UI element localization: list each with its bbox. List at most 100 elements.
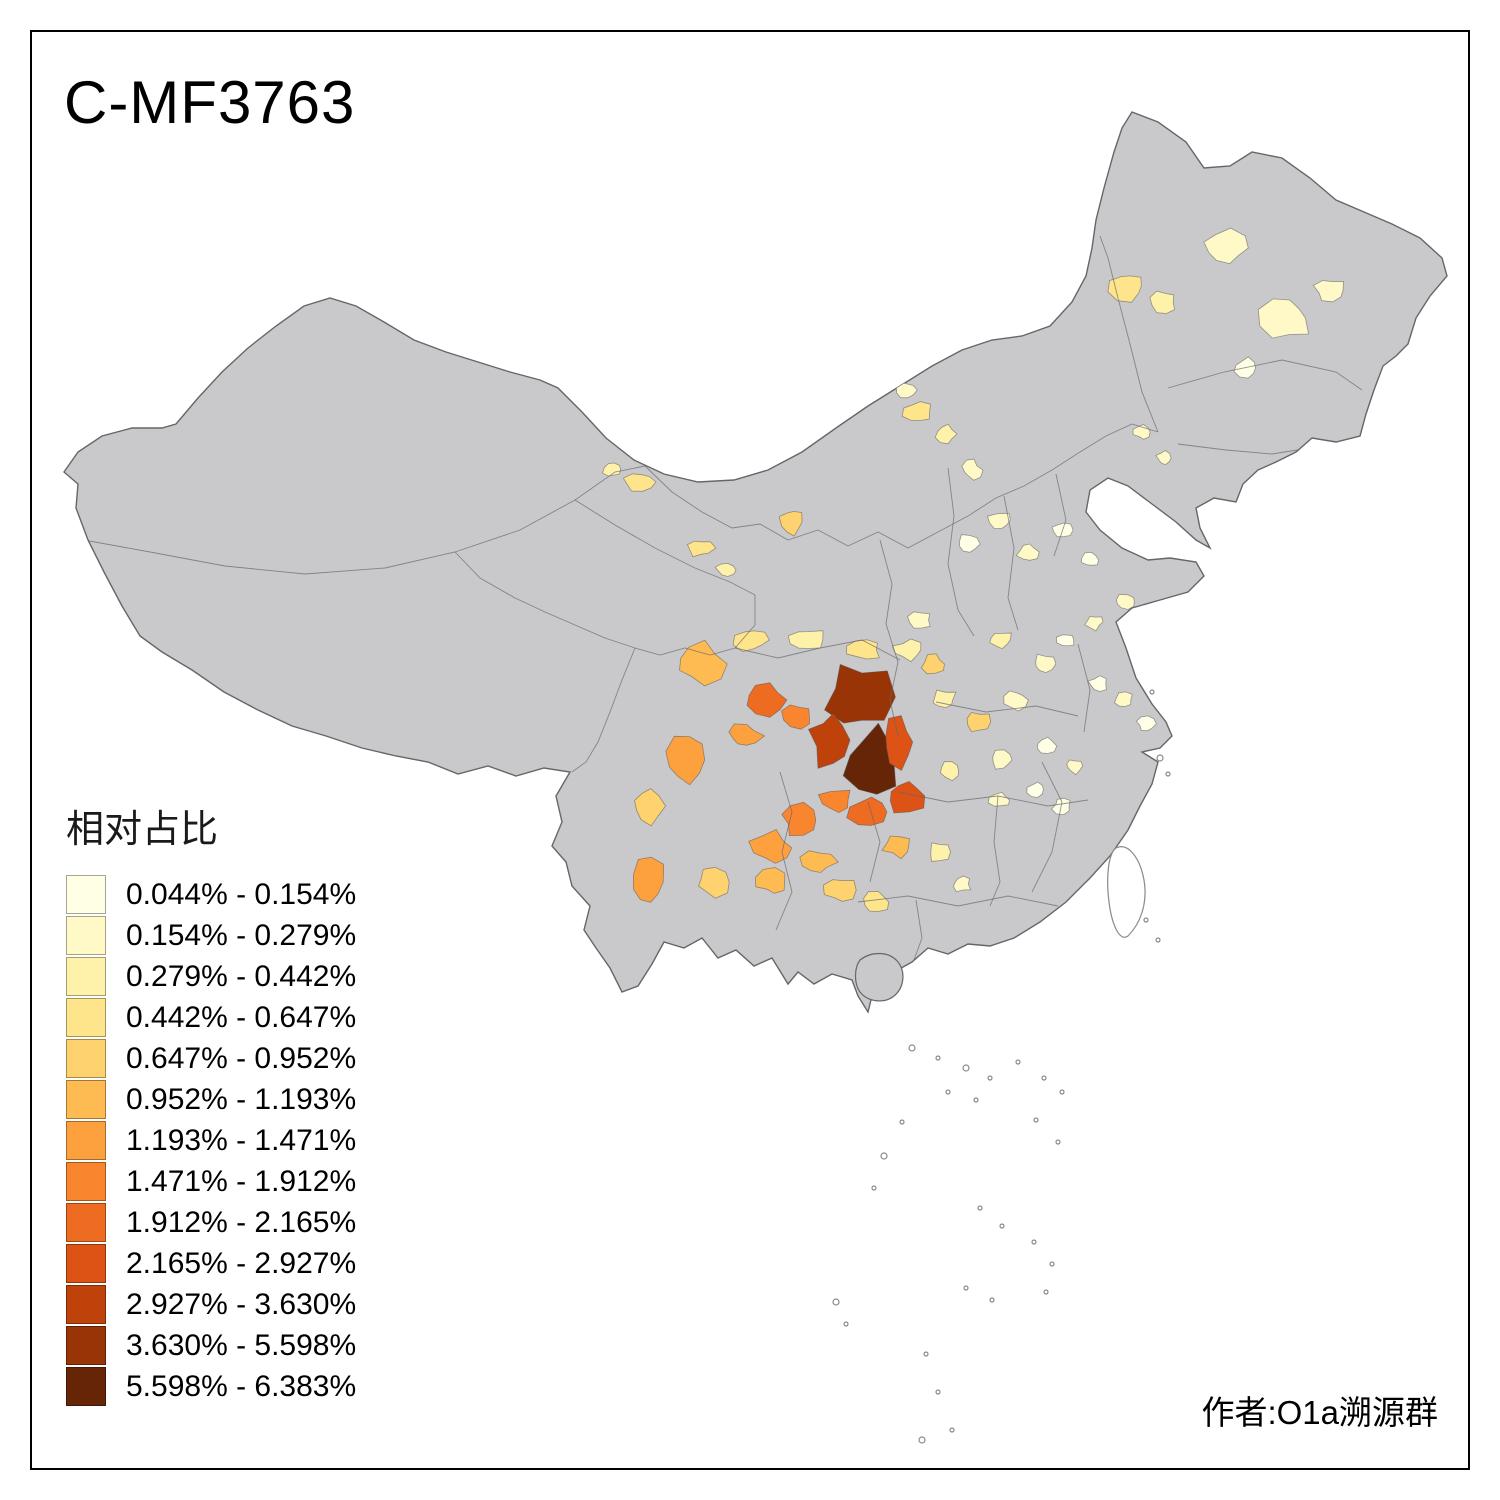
- legend-title: 相对占比: [66, 809, 219, 851]
- map-region: [1115, 593, 1135, 610]
- map-region: [633, 856, 665, 903]
- legend-label: 1.471% - 1.912%: [126, 1164, 357, 1198]
- map-region: [1056, 634, 1075, 647]
- map-region: [1149, 290, 1175, 314]
- legend-swatch: [66, 1039, 106, 1078]
- map-region: [1035, 653, 1057, 674]
- legend-label: 2.165% - 2.927%: [126, 1246, 357, 1280]
- map-region: [901, 401, 931, 421]
- map-region: [1015, 543, 1040, 561]
- taiwan-island: [1107, 846, 1146, 938]
- legend-label: 1.912% - 2.165%: [126, 1205, 357, 1239]
- map-region: [755, 867, 786, 894]
- island: [1033, 1117, 1039, 1123]
- map-region: [1107, 275, 1142, 303]
- map-region: [920, 653, 945, 675]
- map-region: [781, 801, 817, 837]
- map-region: [930, 842, 951, 862]
- legend-item: 2.927% - 3.630%: [66, 1285, 356, 1324]
- map-region: [1084, 615, 1104, 632]
- legend-item: 1.471% - 1.912%: [66, 1162, 356, 1201]
- legend-swatch: [66, 998, 106, 1037]
- island: [989, 1297, 995, 1303]
- map-region: [732, 630, 770, 653]
- map-region: [714, 562, 737, 577]
- island: [923, 1351, 929, 1357]
- choropleth-regions: [601, 227, 1344, 912]
- map-region: [1026, 781, 1044, 798]
- map-region: [1135, 715, 1157, 732]
- map-region: [885, 715, 914, 771]
- legend-swatch: [66, 1285, 106, 1324]
- map-region: [881, 835, 911, 860]
- legend-label: 5.598% - 6.383%: [126, 1369, 357, 1403]
- island: [918, 1436, 926, 1444]
- map-region: [728, 723, 766, 746]
- map-region: [1155, 450, 1172, 466]
- legend-label: 1.193% - 1.471%: [126, 1123, 357, 1157]
- island: [1149, 689, 1155, 695]
- legend-swatch: [66, 1121, 106, 1160]
- map-region: [746, 682, 788, 718]
- map-region: [934, 423, 958, 445]
- attribution: 作者:O1a溯源群: [1201, 1394, 1438, 1431]
- legend-items: 0.044% - 0.154% 0.154% - 0.279% 0.279% - 0…: [66, 875, 356, 1406]
- island: [871, 1185, 877, 1191]
- legend-swatch: [66, 957, 106, 996]
- map-region: [846, 796, 888, 826]
- island: [935, 1389, 941, 1395]
- island: [999, 1223, 1005, 1229]
- island: [1041, 1075, 1047, 1081]
- map-region: [1114, 691, 1133, 707]
- legend-label: 0.442% - 0.647%: [126, 1000, 357, 1034]
- island: [1055, 1139, 1061, 1145]
- legend-swatch: [66, 916, 106, 955]
- legend-swatch: [66, 1367, 106, 1406]
- island: [1015, 1059, 1021, 1065]
- island: [832, 1298, 840, 1306]
- map-region: [889, 781, 926, 814]
- island: [1049, 1261, 1055, 1267]
- map-region: [807, 712, 851, 769]
- map-region: [961, 458, 984, 481]
- legend-swatch: [66, 1244, 106, 1283]
- legend-item: 0.952% - 1.193%: [66, 1080, 356, 1119]
- map-region: [787, 630, 824, 649]
- map-region: [778, 511, 803, 537]
- map-region: [1203, 227, 1249, 265]
- map-region: [601, 462, 622, 477]
- map-region: [952, 875, 972, 893]
- map-region: [842, 722, 897, 795]
- map-region: [1139, 639, 1160, 655]
- map-region: [966, 711, 992, 733]
- map-region: [698, 866, 730, 899]
- legend-swatch: [66, 1326, 106, 1365]
- island: [899, 1119, 905, 1125]
- map-region: [1003, 690, 1029, 712]
- map-region: [748, 828, 793, 864]
- island: [1143, 917, 1149, 923]
- map-region: [1257, 298, 1310, 339]
- map-region: [895, 381, 918, 399]
- legend-item: 0.154% - 0.279%: [66, 916, 356, 955]
- map-region: [907, 611, 931, 629]
- map-region: [863, 891, 890, 912]
- map-region: [1312, 280, 1344, 303]
- legend-label: 0.044% - 0.154%: [126, 877, 357, 911]
- island: [945, 1089, 951, 1095]
- island: [935, 1055, 941, 1061]
- legend-item: 1.193% - 1.471%: [66, 1121, 356, 1160]
- island: [973, 1097, 979, 1103]
- map-region: [686, 540, 717, 558]
- island: [949, 1427, 955, 1433]
- legend-label: 3.630% - 5.598%: [126, 1328, 357, 1362]
- legend-label: 0.952% - 1.193%: [126, 1082, 357, 1116]
- island: [987, 1075, 993, 1081]
- island: [908, 1044, 916, 1052]
- legend-item: 5.598% - 6.383%: [66, 1367, 356, 1406]
- legend-item: 0.044% - 0.154%: [66, 875, 356, 914]
- legend: 相对占比 0.044% - 0.154% 0.154% - 0.279% 0.279…: [66, 798, 356, 1408]
- island: [1155, 937, 1161, 943]
- map-region: [1036, 736, 1058, 754]
